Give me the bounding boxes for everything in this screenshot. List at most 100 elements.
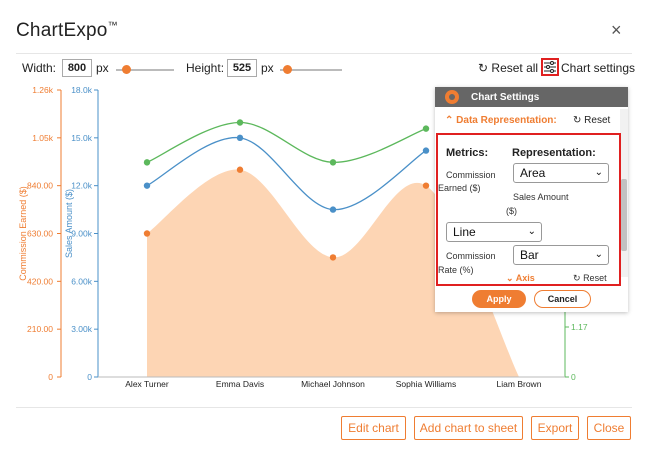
line-point [143, 182, 151, 189]
apply-button[interactable]: Apply [472, 290, 526, 308]
y-tick-label-sales-amount: 6.00k [71, 276, 93, 286]
sliders-icon [544, 61, 556, 73]
line-point [236, 119, 244, 126]
line-point [143, 159, 151, 166]
footer-divider [16, 407, 632, 408]
cancel-button[interactable]: Cancel [534, 290, 591, 308]
representation-select-commission-earned[interactable]: Area ⌄ [513, 163, 609, 183]
representation-select-commission-rate[interactable]: Bar ⌄ [513, 245, 609, 265]
width-input[interactable]: 800 [62, 59, 92, 77]
line-series-sales-amount [146, 137, 427, 211]
axis-section-toggle[interactable]: ⌄ Axis [506, 273, 535, 284]
add-chart-to-sheet-button[interactable]: Add chart to sheet [414, 416, 523, 440]
chevron-down-icon: ⌄ [594, 167, 603, 178]
line-point [236, 134, 244, 142]
metrics-header: Metrics: [446, 147, 489, 159]
app-title-text: ChartExpo [16, 20, 108, 41]
x-tick-label: Emma Davis [216, 379, 264, 389]
width-label: Width: [22, 61, 57, 75]
gear-icon [445, 90, 459, 104]
area-point [143, 230, 151, 237]
section-toggle[interactable]: ⌃ Data Representation: [445, 115, 557, 126]
y-tick-label-sales-amount: 15.0k [71, 133, 93, 143]
height-label: Height: [186, 61, 225, 75]
scroll-thumb[interactable] [621, 179, 627, 251]
axis-reset-label: Reset [583, 273, 607, 283]
y-tick-label-commission-earned: 1.05k [32, 133, 54, 143]
reset-icon: ↻ [478, 61, 489, 75]
chevron-down-icon: ⌄ [527, 226, 536, 237]
axis-reset-button[interactable]: ↻ Reset [573, 273, 607, 284]
y-tick-label-commission-earned: 420.00 [27, 276, 53, 286]
y-tick-label-sales-amount: 0 [87, 372, 92, 382]
app-title: ChartExpo™ [16, 20, 118, 42]
section-title: Data Representation: [456, 115, 557, 126]
export-button[interactable]: Export [531, 416, 579, 440]
area-point [422, 182, 430, 189]
panel-header: Chart Settings [435, 87, 628, 107]
y-tick-label-commission-earned: 840.00 [27, 181, 53, 191]
settings-sliders-icon[interactable] [541, 58, 559, 76]
height-slider-track[interactable] [280, 69, 342, 71]
height-slider-thumb[interactable] [283, 65, 292, 74]
line-point [329, 206, 337, 213]
x-tick-label: Liam Brown [497, 379, 542, 389]
area-series-commission-earned [147, 169, 519, 377]
metric-label-line2: Earned ($) [438, 183, 481, 193]
reset-all-button[interactable]: ↻ Reset all [478, 61, 538, 75]
height-unit: px [261, 61, 274, 75]
metric-label-line2: Rate (%) [438, 265, 474, 275]
metric-label-line2: ($) [506, 206, 517, 216]
height-input[interactable]: 525 [227, 59, 257, 77]
y-tick-label-sales-amount: 3.00k [71, 324, 93, 334]
y-tick-label-sales-amount: 9.00k [71, 229, 93, 239]
y-tick-label-commission-earned: 210.00 [27, 324, 53, 334]
section-reset-label: Reset [584, 115, 611, 126]
select-value: Line [453, 225, 476, 239]
area-point [329, 254, 337, 261]
close-button[interactable]: Close [587, 416, 631, 440]
panel-title: Chart Settings [471, 91, 540, 103]
edit-chart-button[interactable]: Edit chart [341, 416, 406, 440]
y-axis-title-commission-earned: Commission Earned ($) [18, 186, 28, 281]
section-reset-button[interactable]: ↻ Reset [573, 115, 610, 126]
y-tick-label-commission-rate: 0 [571, 372, 576, 382]
width-slider-thumb[interactable] [122, 65, 131, 74]
select-value: Bar [520, 248, 539, 262]
width-unit: px [96, 61, 109, 75]
line-point [422, 147, 430, 154]
x-tick-label: Sophia Williams [396, 379, 456, 389]
y-tick-label-commission-earned: 630.00 [27, 229, 53, 239]
representation-form: Metrics: Representation: Commission Earn… [436, 133, 621, 286]
chevron-up-icon: ⌃ [445, 115, 454, 126]
chevron-down-icon: ⌄ [506, 273, 514, 283]
reset-icon: ↻ [573, 115, 582, 126]
representation-select-sales-amount[interactable]: Line ⌄ [446, 222, 542, 242]
trademark: ™ [107, 20, 118, 32]
metric-label-line1: Sales Amount [513, 192, 569, 202]
combo-chart: 0 210.00 420.00 630.00 840.00 1.05k 1.26k 0 3.00… [18, 85, 588, 389]
header-divider [16, 53, 632, 54]
reset-all-label: Reset all [491, 61, 539, 75]
panel-scrollbar[interactable] [620, 109, 628, 277]
chevron-down-icon: ⌄ [594, 249, 603, 260]
x-tick-label: Alex Turner [125, 379, 169, 389]
line-point [329, 159, 337, 166]
y-tick-label-sales-amount: 12.0k [71, 181, 93, 191]
representation-header: Representation: [512, 147, 596, 159]
area-point [236, 166, 244, 173]
y-axis-title-sales-amount: Sales Amount ($) [64, 189, 74, 258]
select-value: Area [520, 166, 546, 180]
line-series-commission-rate [146, 121, 427, 164]
y-tick-label-commission-earned: 0 [48, 372, 53, 382]
x-tick-label: Michael Johnson [301, 379, 365, 389]
chart-settings-button[interactable]: Chart settings [561, 61, 636, 75]
data-representation-section: ⌃ Data Representation: ↻ Reset [435, 115, 620, 131]
y-tick-label-commission-earned: 1.26k [32, 85, 54, 95]
close-icon[interactable]: × [611, 20, 622, 40]
width-slider-track[interactable] [116, 69, 174, 71]
line-point [422, 125, 430, 132]
y-tick-label-sales-amount: 18.0k [71, 85, 93, 95]
axis-section-title: Axis [515, 273, 535, 283]
